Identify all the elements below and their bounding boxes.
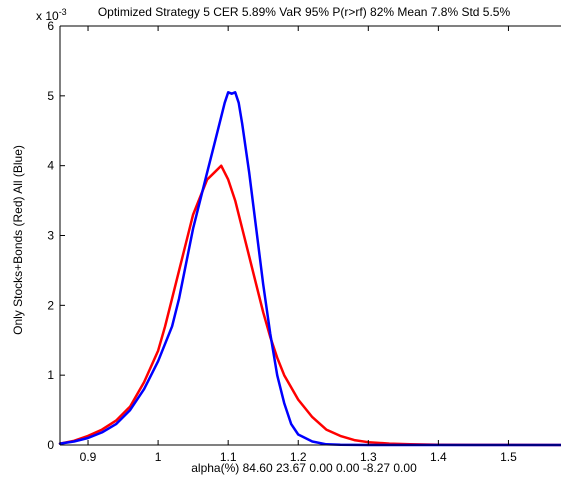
axes-group: 0.9 1 1.1 1.2 1.3 1.4 1.5 0 1 2 3 4 5 6 xyxy=(47,19,561,464)
series-line-red xyxy=(58,164,561,447)
y-tick-label: 1 xyxy=(47,368,54,382)
x-tick-label: 1.4 xyxy=(430,450,447,464)
series-group xyxy=(58,91,561,447)
series-line-blue xyxy=(58,91,561,447)
y-exponent-base: x 10 xyxy=(36,9,59,23)
x-axis-label: alpha(%) 84.60 23.67 0.00 0.00 -8.27 0.0… xyxy=(191,461,417,475)
y-tick-label: 6 xyxy=(47,19,54,33)
x-tick-label: 0.9 xyxy=(80,450,97,464)
x-tick-label: 1.5 xyxy=(500,450,517,464)
chart-title: Optimized Strategy 5 CER 5.89% VaR 95% P… xyxy=(98,5,511,19)
y-axis-label: Only Stocks+Bonds (Red) All (Blue) xyxy=(11,145,25,335)
x-tick-label: 1.2 xyxy=(290,450,307,464)
y-tick-label: 4 xyxy=(47,159,54,173)
y-tick-label: 3 xyxy=(47,229,54,243)
y-exponent-label: x 10-3 xyxy=(36,7,67,23)
y-tick-label: 0 xyxy=(47,438,54,452)
y-exponent-power: -3 xyxy=(59,7,67,17)
x-tick-label: 1 xyxy=(155,450,162,464)
y-tick-label: 5 xyxy=(47,89,54,103)
labels-group: Optimized Strategy 5 CER 5.89% VaR 95% P… xyxy=(11,5,510,475)
x-tick-label: 1.3 xyxy=(360,450,377,464)
y-tick-label: 2 xyxy=(47,298,54,312)
x-tick-label: 1.1 xyxy=(220,450,237,464)
